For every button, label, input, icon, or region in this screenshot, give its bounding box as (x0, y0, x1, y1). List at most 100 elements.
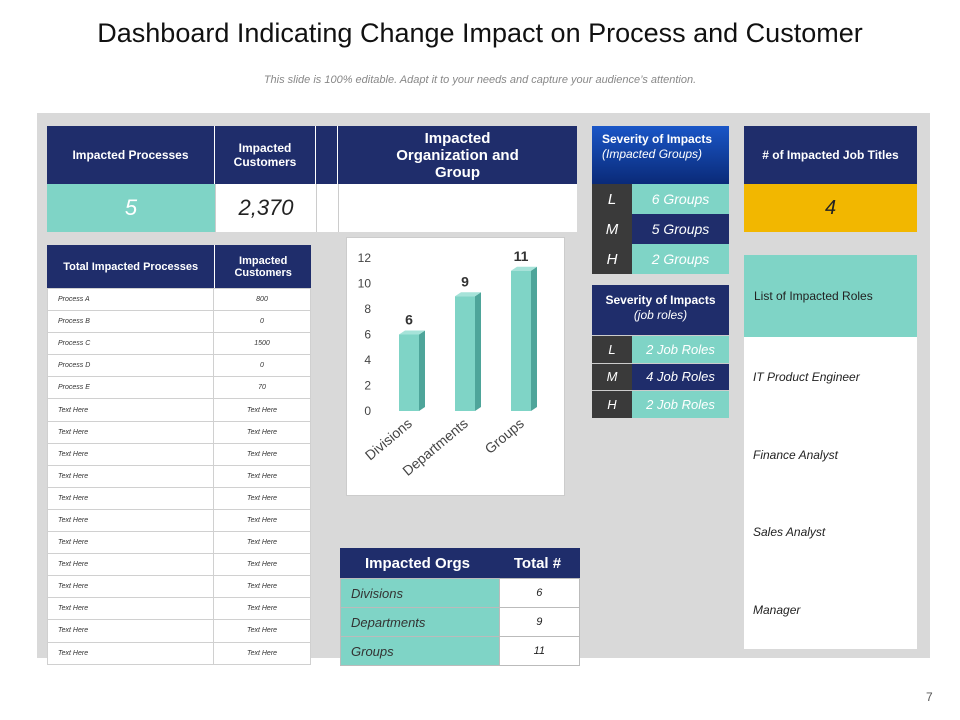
process-table-header: Total Impacted Processes Impacted Custom… (47, 245, 311, 288)
process-name-cell: Text Here (47, 508, 214, 533)
orgs-table: Impacted Orgs Total # Divisions 6 Departme… (340, 548, 581, 666)
org-total-cell: 9 (498, 607, 581, 637)
process-name-cell: Text Here (47, 420, 214, 444)
severity-level: L (592, 184, 632, 214)
process-name-cell: Process A (47, 287, 214, 312)
y-tick-label: 10 (358, 277, 372, 291)
roles-header: List of Impacted Roles (744, 255, 917, 337)
impacted-customers-header: Impacted Customers (215, 126, 316, 184)
process-name-cell: Text Here (47, 619, 214, 643)
severity-role-level: L (592, 336, 632, 363)
severity-groups-title: Severity of Impacts (602, 132, 713, 146)
process-name-cell: Process B (47, 310, 214, 334)
data-label: 9 (461, 273, 469, 289)
table-row: Text Here Text Here (47, 486, 311, 510)
x-tick-label: Groups (481, 415, 526, 457)
table-row: Text Here Text Here (47, 464, 311, 488)
severity-groups-header: Severity of Impacts (Impacted Groups) (592, 126, 729, 184)
table-row: Text Here Text Here (47, 398, 311, 422)
table-row: Departments 9 (340, 607, 581, 637)
process-col-header: Total Impacted Processes (47, 245, 216, 288)
table-row: Text Here Text Here (47, 508, 311, 533)
customers-cell: 800 (213, 287, 311, 312)
role-item: Sales Analyst (753, 525, 826, 539)
severity-groups-table: L 6 Groups M 5 Groups H 2 Groups (592, 184, 729, 274)
role-item: Finance Analyst (753, 448, 838, 462)
process-name-cell: Text Here (47, 398, 214, 422)
y-tick-label: 6 (364, 328, 371, 342)
table-row: Text Here Text Here (47, 641, 311, 665)
severity-value: 6 Groups (632, 184, 729, 214)
severity-role-level: M (592, 363, 632, 390)
customers-cell: Text Here (213, 619, 311, 643)
table-row: Process A 800 (47, 287, 311, 312)
process-name-cell: Process D (47, 354, 214, 378)
customers-cell: Text Here (213, 420, 311, 444)
impacted-processes-header: Impacted Processes (47, 126, 215, 184)
table-row: Text Here Text Here (47, 531, 311, 555)
bar-top (511, 266, 537, 271)
severity-groups-suffix: (Impacted Groups) (602, 147, 703, 161)
y-tick-label: 8 (364, 302, 371, 316)
impacted-org-value (338, 184, 577, 232)
bar (399, 334, 419, 411)
table-row: Text Here Text Here (47, 442, 311, 466)
table-row: Text Here Text Here (47, 420, 311, 444)
process-name-cell: Text Here (47, 575, 214, 599)
y-tick-label: 2 (364, 379, 371, 393)
severity-level: M (592, 214, 632, 244)
customers-cell: Text Here (213, 553, 311, 577)
org-name-cell: Divisions (340, 578, 500, 608)
process-name-cell: Text Here (47, 464, 214, 488)
customers-cell: Text Here (213, 641, 311, 665)
orgs-col-header: Impacted Orgs (364, 554, 471, 572)
severity-level: H (592, 244, 632, 274)
bar-side (531, 266, 537, 411)
impacted-org-header: Impacted Organization and Group (338, 126, 577, 184)
roles-list (744, 337, 917, 649)
spacer-header (316, 126, 338, 184)
org-total-cell: 6 (498, 578, 581, 608)
bar-side (419, 330, 425, 411)
severity-roles-title: Severity of Impacts (605, 293, 716, 307)
customers-cell: 0 (213, 354, 311, 378)
customers-cell: Text Here (213, 464, 311, 488)
table-row: Text Here Text Here (47, 597, 311, 621)
severity-role-value: 2 Job Roles (632, 391, 729, 418)
bar-chart-frame: 0 2 4 6 8 10 12 6 Divisions 9 Departments 11 Groups (346, 237, 565, 496)
table-row: Text Here Text Here (47, 575, 311, 599)
table-row: Divisions 6 (340, 578, 581, 608)
role-item: IT Product Engineer (753, 370, 860, 384)
process-name-cell: Text Here (47, 641, 214, 665)
customers-cell: Text Here (213, 531, 311, 555)
page-title: Dashboard Indicating Change Impact on Pr… (97, 18, 863, 48)
severity-roles-table: L 2 Job Roles M 4 Job Roles H 2 Job Role… (592, 335, 729, 418)
process-name-cell: Text Here (47, 442, 214, 466)
customers-cell: Text Here (213, 597, 311, 621)
job-titles-value: 4 (744, 184, 917, 232)
customers-cell: Text Here (213, 575, 311, 599)
impacted-customers-value: 2,370 (215, 184, 316, 232)
severity-value: 5 Groups (632, 214, 729, 244)
y-tick-label: 12 (358, 251, 372, 265)
data-label: 6 (405, 312, 413, 328)
y-tick-label: 4 (364, 353, 371, 367)
customers-cell: Text Here (213, 486, 311, 510)
customers-cell: 0 (213, 310, 311, 334)
customers-col-header: Impacted Customers (234, 254, 292, 279)
process-name-cell: Text Here (47, 553, 214, 577)
table-row: Text Here Text Here (47, 619, 311, 643)
process-name-cell: Process E (47, 376, 214, 400)
severity-roles-header: Severity of Impacts (job roles) (592, 285, 729, 335)
severity-roles-suffix: (job roles) (633, 308, 688, 322)
severity-role-value: 2 Job Roles (632, 336, 729, 363)
org-name-cell: Groups (340, 636, 500, 666)
bar (511, 270, 531, 411)
data-label: 11 (514, 248, 529, 264)
bar-top (399, 330, 425, 335)
bar-side (475, 292, 481, 411)
customers-cell: 70 (213, 376, 311, 400)
role-item: Manager (753, 603, 801, 617)
